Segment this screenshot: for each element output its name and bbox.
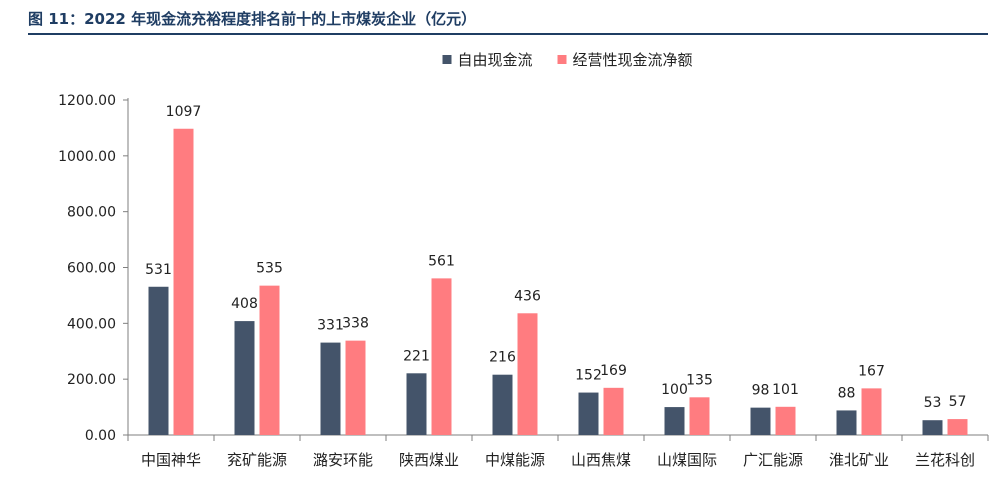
- y-tick-label: 600.00: [67, 261, 116, 277]
- data-label: 531: [145, 262, 172, 278]
- bar-free-cash-flow: [578, 392, 599, 435]
- data-label: 100: [661, 382, 688, 398]
- category-label: 中国神华: [141, 451, 201, 469]
- bar-free-cash-flow: [836, 410, 857, 435]
- bar-free-cash-flow: [406, 373, 427, 435]
- category-label: 兖矿能源: [227, 451, 287, 469]
- data-label: 167: [858, 363, 885, 379]
- bar-operating-cash-flow: [345, 340, 366, 435]
- y-tick-label: 400.00: [67, 316, 116, 332]
- data-label: 53: [924, 395, 942, 411]
- bar-free-cash-flow: [320, 342, 341, 435]
- legend-swatch: [442, 55, 452, 64]
- y-tick-label: 1000.00: [58, 149, 116, 165]
- bar-free-cash-flow: [664, 407, 685, 435]
- bar-operating-cash-flow: [431, 278, 452, 435]
- category-label: 山煤国际: [657, 451, 717, 469]
- category-label: 淮北矿业: [829, 451, 889, 469]
- data-label: 152: [575, 368, 602, 384]
- category-label: 广汇能源: [743, 451, 803, 469]
- bar-operating-cash-flow: [861, 388, 882, 435]
- category-label: 中煤能源: [485, 451, 545, 469]
- data-label: 216: [489, 350, 516, 366]
- bar-operating-cash-flow: [947, 419, 968, 435]
- data-label: 408: [231, 296, 258, 312]
- category-label: 山西焦煤: [571, 451, 631, 469]
- title-underline: [28, 33, 988, 35]
- bar-free-cash-flow: [148, 286, 169, 435]
- data-label: 221: [403, 348, 430, 364]
- bar-free-cash-flow: [750, 407, 771, 435]
- bar-free-cash-flow: [492, 374, 513, 435]
- data-label: 436: [514, 288, 541, 304]
- category-label: 潞安环能: [313, 451, 373, 469]
- y-tick-label: 800.00: [67, 205, 116, 221]
- y-tick-label: 1200.00: [58, 93, 116, 109]
- data-label: 101: [772, 382, 799, 398]
- legend-label: 自由现金流: [458, 51, 533, 69]
- data-label: 169: [600, 363, 627, 379]
- category-label: 兰花科创: [915, 451, 975, 469]
- bar-operating-cash-flow: [689, 397, 710, 435]
- bar-free-cash-flow: [234, 321, 255, 435]
- bar-operating-cash-flow: [603, 387, 624, 435]
- bar-operating-cash-flow: [173, 128, 194, 436]
- y-tick-label: 0.00: [85, 428, 116, 444]
- data-label: 338: [342, 316, 369, 332]
- data-label: 98: [752, 383, 770, 399]
- figure-title: 图 11：2022 年现金流充裕程度排名前十的上市煤炭企业（亿元）: [28, 10, 477, 28]
- bar-operating-cash-flow: [517, 313, 538, 435]
- y-tick-label: 200.00: [67, 372, 116, 388]
- data-label: 535: [256, 261, 283, 277]
- legend-swatch: [557, 55, 567, 64]
- figure-header: 图 11：2022 年现金流充裕程度排名前十的上市煤炭企业（亿元）: [0, 0, 1000, 35]
- data-label: 331: [317, 318, 344, 334]
- bar-operating-cash-flow: [259, 285, 280, 435]
- data-label: 135: [686, 372, 713, 388]
- bar-operating-cash-flow: [775, 406, 796, 435]
- bar-free-cash-flow: [922, 420, 943, 435]
- data-label: 561: [428, 253, 455, 269]
- data-label: 1097: [166, 104, 202, 120]
- legend-label: 经营性现金流净额: [573, 51, 693, 69]
- category-label: 陕西煤业: [399, 451, 459, 469]
- data-label: 88: [838, 385, 856, 401]
- data-label: 57: [949, 394, 967, 410]
